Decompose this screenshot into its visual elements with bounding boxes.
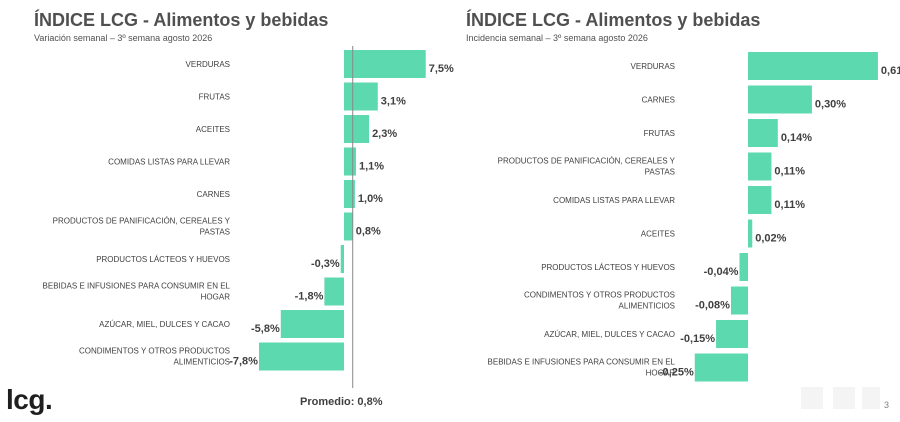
right-chart-title: ÍNDICE LCG - Alimentos y bebidas xyxy=(466,10,761,30)
category-label-0-4: CARNES xyxy=(197,190,230,199)
bar-0-2 xyxy=(344,115,370,143)
value-label-1-2: 0,14% xyxy=(781,132,812,144)
bar-1-3 xyxy=(748,152,772,181)
value-label-0-3: 1,1% xyxy=(359,161,384,173)
category-label-0-9: CONDIMENTOS Y OTROS PRODUCTOS ALIMENTICIO… xyxy=(79,347,230,367)
category-label-0-3: COMIDAS LISTAS PARA LLEVAR xyxy=(108,158,230,167)
value-label-0-2: 2,3% xyxy=(372,128,397,140)
bar-0-3 xyxy=(344,147,356,176)
value-label-0-9: -7,8% xyxy=(229,356,258,368)
value-label-1-0: 0,61% xyxy=(881,65,900,77)
bar-1-9 xyxy=(694,353,748,382)
bar-0-9 xyxy=(258,342,344,371)
bar-0-4 xyxy=(344,180,355,208)
value-label-1-5: 0,02% xyxy=(755,233,786,245)
value-label-1-7: -0,08% xyxy=(695,300,730,312)
bar-1-4 xyxy=(748,186,772,214)
category-label-1-0: VERDURAS xyxy=(631,62,675,71)
category-label-1-2: FRUTAS xyxy=(644,129,675,138)
page-number: 3 xyxy=(884,400,890,410)
category-label-0-0: VERDURAS xyxy=(186,60,230,69)
value-label-0-5: 0,8% xyxy=(356,226,381,238)
value-label-0-8: -5,8% xyxy=(251,323,280,335)
bar-0-8 xyxy=(280,310,344,338)
value-label-1-1: 0,30% xyxy=(815,99,846,111)
bar-0-0 xyxy=(344,50,426,78)
bar-0-6 xyxy=(340,245,344,273)
category-label-1-7: CONDIMENTOS Y OTROS PRODUCTOS ALIMENTICIO… xyxy=(524,291,675,311)
bar-0-1 xyxy=(344,82,378,111)
value-label-1-9: -0,25% xyxy=(659,367,694,379)
bar-1-5 xyxy=(748,219,753,248)
left-chart-subtitle: Variación semanal – 3º semana agosto 202… xyxy=(34,33,213,43)
category-label-1-8: AZÚCAR, MIEL, DULCES Y CACAO xyxy=(544,330,675,339)
bar-1-8 xyxy=(716,320,748,348)
average-value: 0,8% xyxy=(357,396,383,408)
nav-next-icon[interactable] xyxy=(862,387,880,409)
bar-0-7 xyxy=(324,277,344,306)
value-label-1-6: -0,04% xyxy=(704,266,739,278)
value-label-1-8: -0,15% xyxy=(680,333,715,345)
category-label-0-1: FRUTAS xyxy=(199,93,230,102)
average-label: Promedio: xyxy=(300,396,355,408)
bar-1-0 xyxy=(748,52,878,80)
category-label-1-3: PRODUCTOS DE PANIFICACIÓN, CEREALES Y PAS… xyxy=(498,157,676,177)
category-label-1-5: ACEITES xyxy=(641,230,675,239)
value-label-0-0: 7,5% xyxy=(429,63,454,75)
nav-grid-icon[interactable] xyxy=(833,387,855,409)
nav-prev-icon[interactable] xyxy=(801,387,823,409)
average-label-group: Promedio: 0,8% xyxy=(300,396,382,408)
right-chart-subtitle: Incidencia semanal – 3º semana agosto 20… xyxy=(466,33,648,43)
bar-1-1 xyxy=(748,85,812,114)
value-label-1-3: 0,11% xyxy=(774,166,805,178)
category-label-0-7: BEBIDAS E INFUSIONES PARA CONSUMIR EN EL… xyxy=(43,282,231,302)
value-label-0-1: 3,1% xyxy=(381,96,406,108)
category-label-0-2: ACEITES xyxy=(196,125,230,134)
category-label-1-4: COMIDAS LISTAS PARA LLEVAR xyxy=(553,196,675,205)
value-label-1-4: 0,11% xyxy=(774,199,805,211)
category-label-1-1: CARNES xyxy=(642,96,675,105)
lcg-logo: lcg. xyxy=(6,384,53,415)
value-label-0-7: -1,8% xyxy=(295,291,324,303)
category-label-0-5: PRODUCTOS DE PANIFICACIÓN, CEREALES Y PAS… xyxy=(53,217,231,237)
category-label-1-6: PRODUCTOS LÁCTEOS Y HUEVOS xyxy=(541,263,675,272)
value-label-0-6: -0,3% xyxy=(311,258,340,270)
bar-1-2 xyxy=(748,119,778,147)
bar-1-6 xyxy=(739,253,748,281)
category-label-0-8: AZÚCAR, MIEL, DULCES Y CACAO xyxy=(99,320,230,329)
value-label-0-4: 1,0% xyxy=(358,193,383,205)
bar-0-5 xyxy=(344,212,353,241)
bar-1-7 xyxy=(730,286,748,315)
category-label-1-9: BEBIDAS E INFUSIONES PARA CONSUMIR EN EL… xyxy=(488,358,676,378)
category-label-0-6: PRODUCTOS LÁCTEOS Y HUEVOS xyxy=(96,255,230,264)
left-chart-title: ÍNDICE LCG - Alimentos y bebidas xyxy=(34,10,329,30)
